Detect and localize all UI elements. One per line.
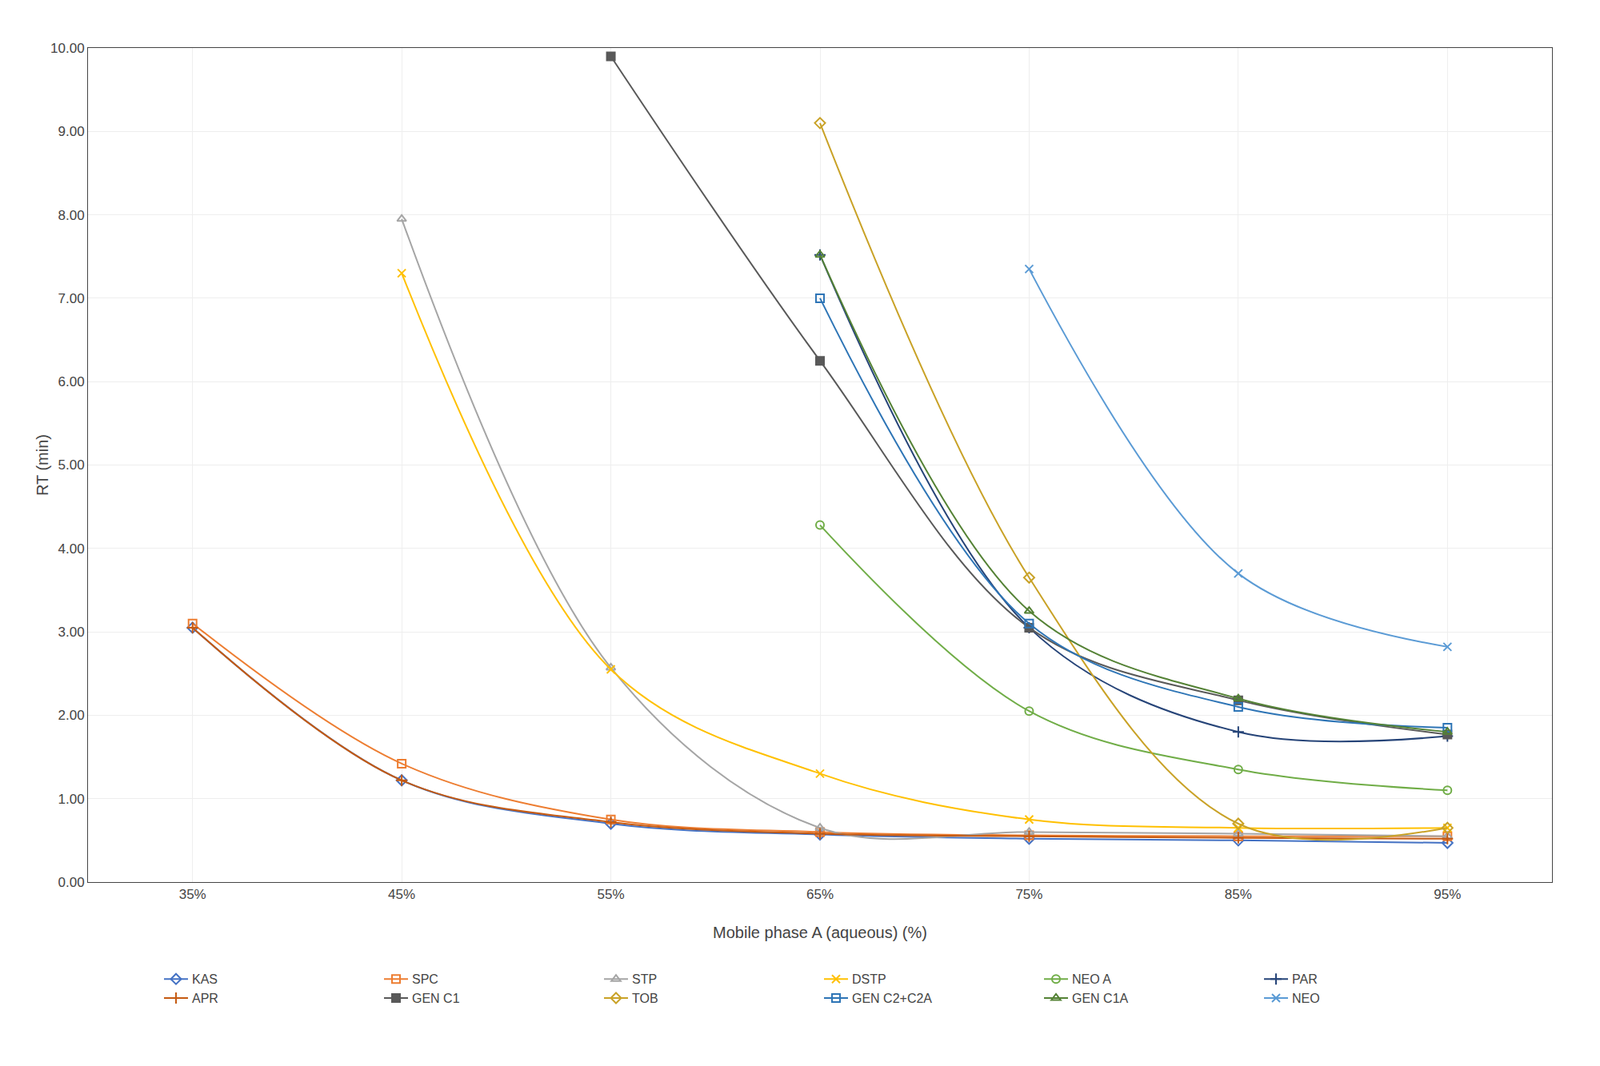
svg-text:65%: 65% (806, 887, 834, 903)
svg-text:45%: 45% (388, 887, 416, 903)
svg-text:35%: 35% (179, 887, 207, 903)
svg-text:6.00: 6.00 (58, 374, 85, 390)
svg-text:10.00: 10.00 (50, 40, 85, 56)
svg-text:3.00: 3.00 (58, 624, 85, 640)
svg-text:4.00: 4.00 (58, 541, 85, 557)
svg-text:2.00: 2.00 (58, 708, 85, 724)
svg-text:95%: 95% (1433, 887, 1461, 903)
svg-text:PAR: PAR (1292, 972, 1318, 987)
svg-text:85%: 85% (1224, 887, 1252, 903)
svg-text:DSTP: DSTP (852, 972, 887, 987)
svg-text:75%: 75% (1015, 887, 1043, 903)
svg-text:RT (min): RT (min) (33, 434, 52, 496)
svg-text:NEO A: NEO A (1072, 972, 1112, 987)
svg-text:GEN C1A: GEN C1A (1072, 992, 1129, 1006)
svg-text:STP: STP (632, 972, 657, 987)
svg-text:KAS: KAS (192, 972, 218, 987)
svg-text:Mobile phase A (aqueous) (%): Mobile phase A (aqueous) (%) (712, 924, 928, 942)
svg-text:5.00: 5.00 (58, 457, 85, 473)
svg-text:55%: 55% (597, 887, 625, 903)
svg-text:9.00: 9.00 (58, 124, 85, 140)
svg-text:NEO: NEO (1292, 992, 1320, 1006)
svg-text:APR: APR (192, 992, 219, 1006)
svg-text:7.00: 7.00 (58, 291, 85, 307)
svg-text:1.00: 1.00 (58, 792, 85, 808)
svg-text:GEN C2+C2A: GEN C2+C2A (852, 992, 932, 1006)
svg-text:GEN C1: GEN C1 (412, 992, 460, 1006)
svg-text:SPC: SPC (412, 972, 439, 987)
svg-text:TOB: TOB (632, 992, 659, 1006)
svg-text:0.00: 0.00 (58, 875, 85, 891)
svg-text:8.00: 8.00 (58, 208, 85, 224)
